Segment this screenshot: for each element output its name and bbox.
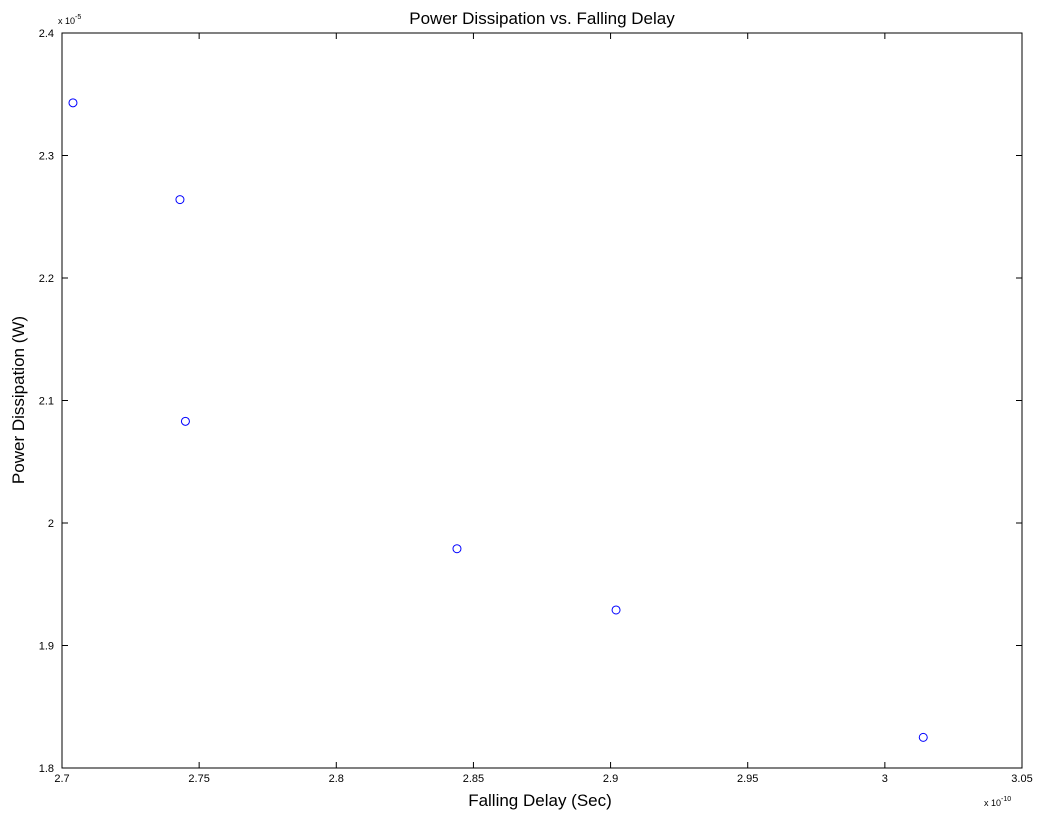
x-tick-label: 3 xyxy=(882,773,888,785)
x-tick-label: 2.7 xyxy=(54,773,69,785)
y-tick-label: 2.4 xyxy=(39,28,54,40)
y-tick-label: 2 xyxy=(48,518,54,530)
data-point xyxy=(180,416,190,426)
data-point xyxy=(918,732,928,742)
x-axis-multiplier: x 10-10 xyxy=(984,796,1011,808)
y-tick-label: 1.9 xyxy=(39,641,54,653)
y-tick-label: 1.8 xyxy=(39,763,54,775)
y-tick-labels: 1.8 1.9 2 2.1 2.2 2.3 2.4 xyxy=(39,28,54,775)
x-multiplier-exponent: -10 xyxy=(1001,796,1011,803)
x-tick-label: 2.75 xyxy=(188,773,209,785)
data-points xyxy=(68,98,928,742)
x-tick-label: 2.95 xyxy=(737,773,758,785)
y-axis-multiplier: x 10-5 xyxy=(58,14,81,26)
chart-title: Power Dissipation vs. Falling Delay xyxy=(409,9,675,28)
y-tick-label: 2.3 xyxy=(39,151,54,163)
data-point xyxy=(452,544,462,554)
y-multiplier-exponent: -5 xyxy=(75,14,81,21)
y-tick-label: 2.1 xyxy=(39,396,54,408)
x-multiplier-base: x 10 xyxy=(984,798,1001,808)
y-axis-label: Power Dissipation (W) xyxy=(9,316,28,484)
x-tick-labels: 2.7 2.75 2.8 2.85 2.9 2.95 3 3.05 xyxy=(54,773,1032,785)
y-tick-label: 2.2 xyxy=(39,273,54,285)
x-tick-label: 2.8 xyxy=(329,773,344,785)
data-point xyxy=(175,195,185,205)
y-multiplier-base: x 10 xyxy=(58,16,75,26)
tick-marks xyxy=(61,32,1023,769)
data-point xyxy=(611,605,621,615)
x-axis-label: Falling Delay (Sec) xyxy=(468,791,612,810)
x-tick-label: 3.05 xyxy=(1011,773,1032,785)
data-point xyxy=(68,98,78,108)
x-tick-label: 2.85 xyxy=(463,773,484,785)
plot-area xyxy=(61,32,1023,769)
x-tick-label: 2.9 xyxy=(603,773,618,785)
